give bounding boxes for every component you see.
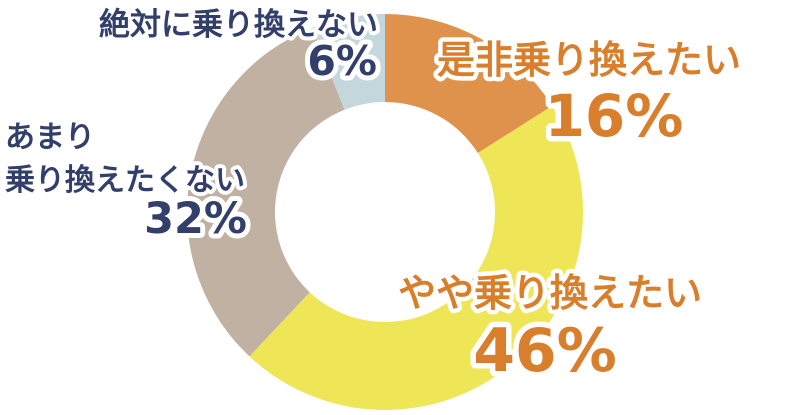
callout-value-never-switch: 6%: [307, 37, 377, 85]
donut-segment-3: [186, 27, 345, 357]
callout-label-never-switch: 絶対に乗り換えない: [99, 7, 378, 43]
callout-label-rather-not-switch-line2: 乗り換えたくない: [5, 163, 245, 198]
callout-label-rather-not-switch-line1: あまり: [5, 120, 95, 155]
donut-segments: [186, 14, 584, 411]
callout-value-rather-not-switch: 32%: [144, 194, 247, 244]
donut-segment-4: [312, 14, 385, 110]
callout-label-somewhat-switch: やや乗り換えたい: [398, 271, 702, 315]
callout-label-definitely-switch: 是非乗り換えたい: [437, 38, 741, 82]
callout-value-definitely-switch: 16%: [545, 82, 684, 150]
callout-value-somewhat-switch: 46%: [473, 316, 617, 386]
donut-callouts: 是非乗り換えたい 16% やや乗り換えたい 46% あまり 乗り換えたくない 3…: [1, 3, 746, 392]
donut-segment-2: [249, 105, 584, 411]
donut-segment-1: [385, 14, 553, 154]
